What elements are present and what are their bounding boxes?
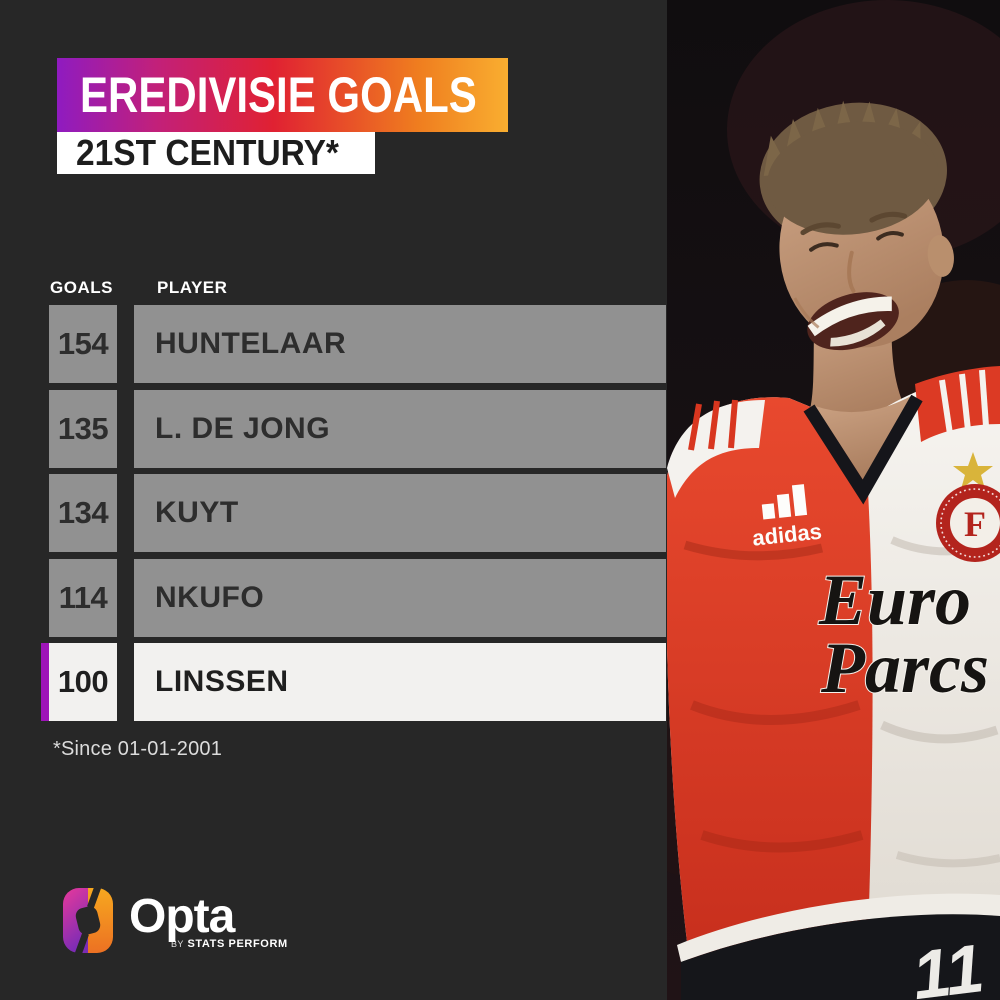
player-cell: HUNTELAAR xyxy=(134,305,666,383)
row-accent-spacer xyxy=(41,305,49,383)
svg-text:F: F xyxy=(964,504,986,544)
row-accent-spacer xyxy=(41,559,49,637)
sponsor-line-2: Parcs xyxy=(820,628,989,708)
player-shirt xyxy=(667,366,1000,1000)
table-row-highlighted: 100 LINSSEN xyxy=(41,643,666,721)
page-subtitle: 21ST CENTURY* xyxy=(76,132,339,173)
column-header-player: PLAYER xyxy=(157,278,228,297)
goals-cell: 135 xyxy=(49,389,117,468)
opta-tagline: BY STATS PERFORM xyxy=(171,938,288,950)
player-photo: adidas F Euro Parcs 11 xyxy=(667,0,1000,1000)
opta-branding: Opta BY STATS PERFORM xyxy=(63,888,323,968)
shorts-number: 11 xyxy=(908,930,987,1000)
stats-table: 154 HUNTELAAR 135 L. DE JONG 134 KUYT 11… xyxy=(41,305,666,721)
table-row: 134 KUYT xyxy=(41,474,666,552)
row-accent-spacer xyxy=(41,390,49,468)
title-banner: EREDIVISIE GOALS xyxy=(57,58,508,132)
column-header-goals: GOALS xyxy=(50,278,113,297)
table-row: 135 L. DE JONG xyxy=(41,389,666,468)
goals-cell: 114 xyxy=(49,558,117,637)
sponsor-text: Euro Parcs xyxy=(817,559,990,709)
opta-tagline-text: STATS PERFORM xyxy=(187,938,288,950)
subtitle-box: 21ST CENTURY* xyxy=(57,132,375,174)
opta-tagline-by: BY xyxy=(171,939,184,949)
page-title: EREDIVISIE GOALS xyxy=(80,67,477,123)
player-shorts: 11 xyxy=(677,893,1000,1000)
table-row: 114 NKUFO xyxy=(41,558,666,637)
player-cell: KUYT xyxy=(134,474,666,552)
opta-logo-icon xyxy=(63,888,113,953)
footnote: *Since 01-01-2001 xyxy=(53,738,223,760)
row-accent-spacer xyxy=(41,474,49,552)
player-cell: L. DE JONG xyxy=(134,389,666,468)
goals-cell: 154 xyxy=(49,305,117,383)
goals-cell: 100 xyxy=(49,643,117,721)
opta-wordmark: Opta xyxy=(129,890,235,943)
sponsor-line-1: Euro xyxy=(818,560,971,640)
feyenoord-crest-icon: F xyxy=(936,452,1000,562)
player-head xyxy=(759,100,954,351)
table-row: 154 HUNTELAAR xyxy=(41,305,666,383)
highlight-accent-bar xyxy=(41,643,49,721)
player-cell: LINSSEN xyxy=(134,643,666,721)
player-cell: NKUFO xyxy=(134,558,666,637)
goals-cell: 134 xyxy=(49,474,117,552)
